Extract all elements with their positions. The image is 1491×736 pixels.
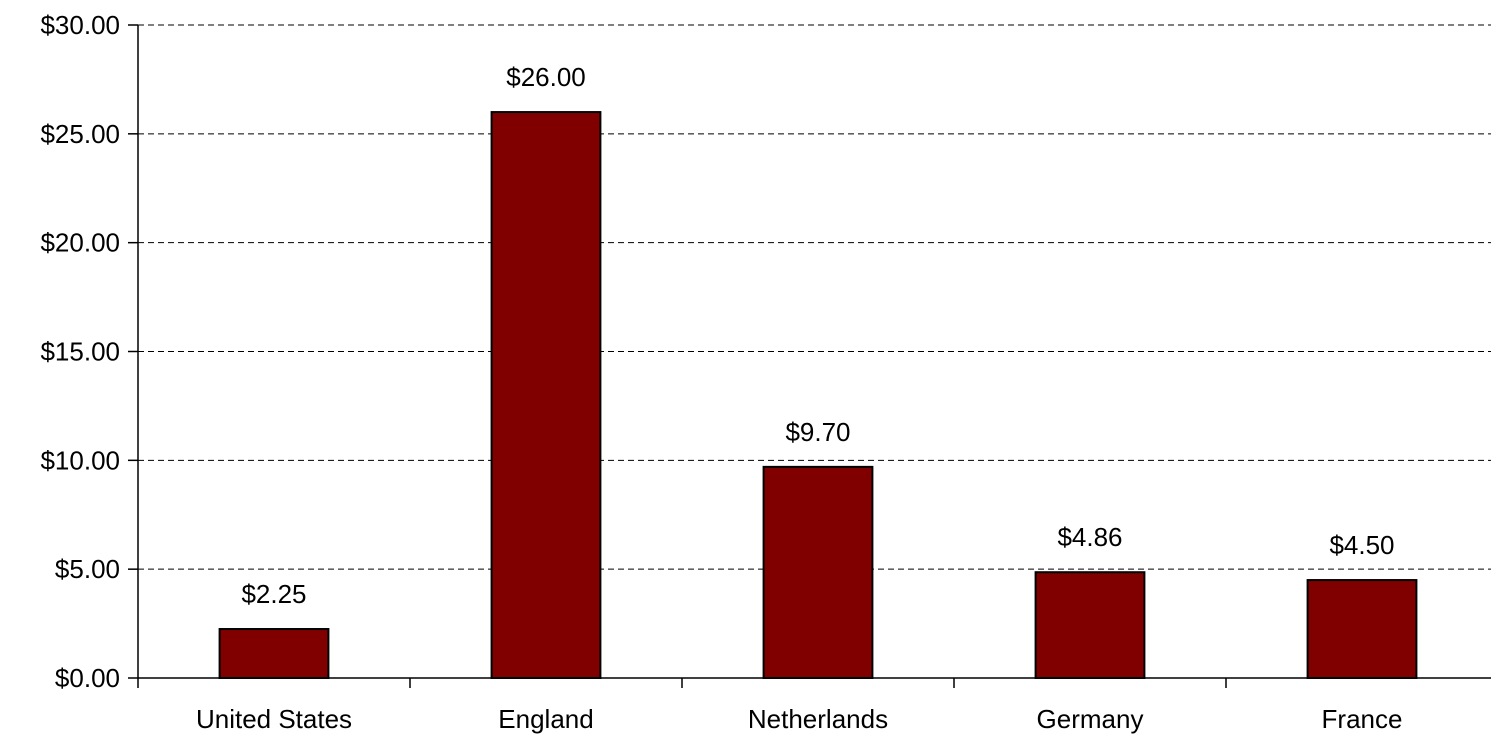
y-axis-ticks: $0.00 $5.00 $10.00 $15.00 $20.00 $25.00 $30.00 (40, 10, 138, 693)
data-label: $2.25 (241, 579, 306, 609)
y-tick-label: $0.00 (55, 663, 120, 693)
gridlines (138, 24, 1491, 570)
bar (1306, 579, 1418, 679)
y-tick-label: $5.00 (55, 554, 120, 584)
y-tick-label: $25.00 (40, 119, 120, 149)
bars (218, 111, 1418, 680)
x-tick-label: United States (196, 704, 352, 734)
x-axis-ticks: United States England Netherlands Germany Fr… (137, 678, 1403, 734)
x-tick-label: France (1322, 704, 1403, 734)
y-tick-label: $15.00 (40, 337, 120, 367)
bar (490, 111, 602, 680)
y-tick-label: $10.00 (40, 445, 120, 475)
x-tick-label: Germany (1037, 704, 1144, 734)
data-label: $9.70 (785, 417, 850, 447)
data-label: $26.00 (506, 62, 586, 92)
y-tick-label: $30.00 (40, 10, 120, 40)
bar (1034, 571, 1146, 679)
bar (218, 628, 330, 680)
y-tick-label: $20.00 (40, 228, 120, 258)
x-tick-label: England (498, 704, 593, 734)
data-labels: $2.25 $26.00 $9.70 $4.86 $4.50 (241, 62, 1394, 609)
data-label: $4.86 (1057, 522, 1122, 552)
data-label: $4.50 (1329, 530, 1394, 560)
x-tick-label: Netherlands (748, 704, 888, 734)
bar (762, 465, 874, 680)
